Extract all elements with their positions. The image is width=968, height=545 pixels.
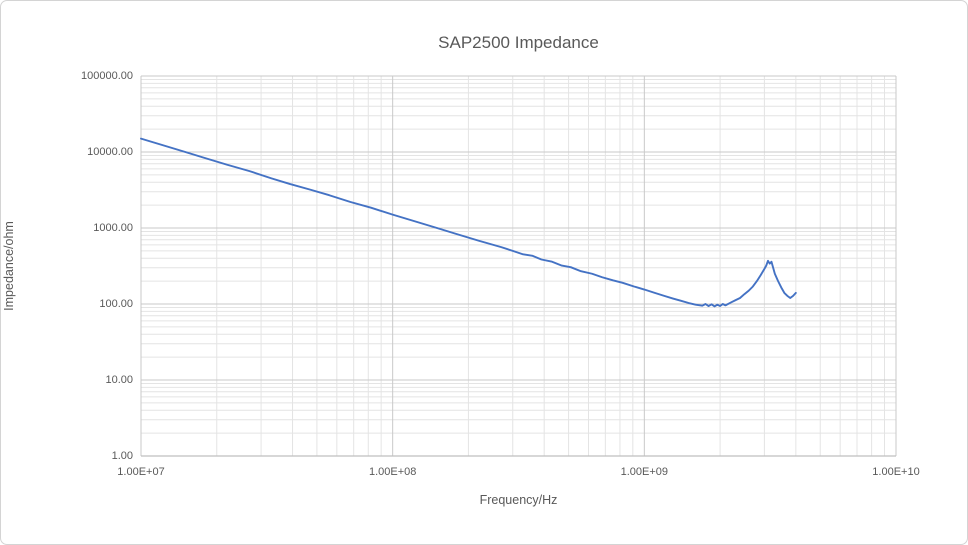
impedance-line-series xyxy=(140,137,797,308)
minor-gridlines xyxy=(141,76,896,456)
y-tick-label: 10.00 xyxy=(105,373,133,386)
chart-title: SAP2500 Impedance xyxy=(438,33,599,52)
y-tick-label: 10000.00 xyxy=(87,145,133,158)
y-tick-label: 100000.00 xyxy=(81,69,133,82)
x-tick-label: 1.00E+08 xyxy=(368,466,417,478)
x-tick-label: 1.00E+10 xyxy=(872,466,920,478)
x-tick-label: 1.00E+07 xyxy=(117,466,165,478)
x-tick-label: 1.00E+09 xyxy=(620,466,669,478)
x-axis-title: Frequency/Hz xyxy=(479,493,558,507)
y-tick-label: 1.00 xyxy=(111,449,133,462)
major-gridlines xyxy=(140,75,897,457)
y-tick-label: 1000.00 xyxy=(93,221,133,234)
y-tick-label: 100.00 xyxy=(99,297,133,310)
